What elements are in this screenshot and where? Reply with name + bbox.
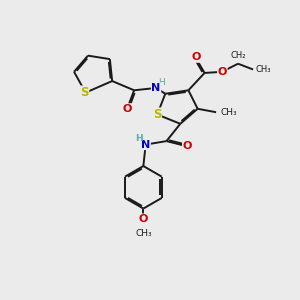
Text: O: O <box>183 141 192 151</box>
Text: H: H <box>158 78 164 87</box>
Text: O: O <box>122 104 132 114</box>
Text: N: N <box>152 83 161 93</box>
Text: O: O <box>139 214 148 224</box>
Text: S: S <box>80 86 89 99</box>
Text: N: N <box>141 140 150 150</box>
Text: CH₃: CH₃ <box>220 108 237 117</box>
Text: H: H <box>135 134 142 143</box>
Text: CH₃: CH₃ <box>135 229 152 238</box>
Text: O: O <box>218 67 227 77</box>
Text: O: O <box>192 52 201 62</box>
Text: S: S <box>153 108 161 121</box>
Text: CH₃: CH₃ <box>256 65 272 74</box>
Text: CH₂: CH₂ <box>230 51 246 60</box>
